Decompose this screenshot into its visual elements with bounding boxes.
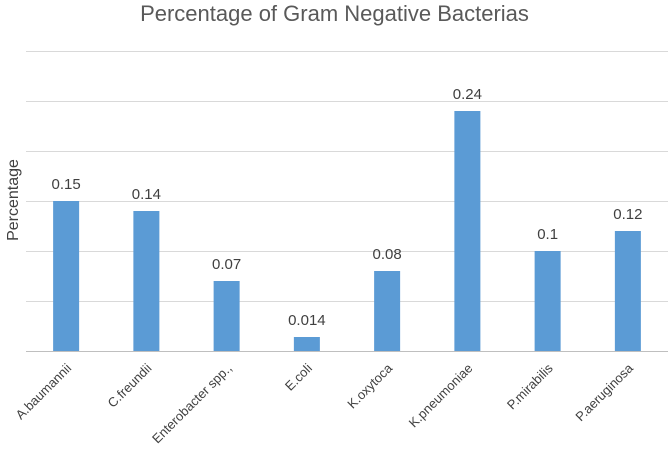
bar-1 <box>133 211 160 351</box>
data-label-5: 0.24 <box>453 86 482 103</box>
x-tick-label-2: Enterobacter spp., <box>149 361 235 447</box>
x-tick-label-1: C.freundii <box>105 360 155 410</box>
x-tick-label-7: P.aeruginosa <box>572 360 636 424</box>
x-tick-label-4: K.oxytoca <box>344 360 396 412</box>
x-tick-label-5: K.pneumoniae <box>406 361 476 431</box>
x-tick-label-3: E.coli <box>282 360 315 393</box>
bar-2 <box>213 281 240 351</box>
bar-5 <box>454 111 481 351</box>
bar-4 <box>374 271 401 351</box>
bar-7 <box>614 231 641 351</box>
data-label-4: 0.08 <box>373 246 402 263</box>
data-label-0: 0.15 <box>52 176 81 193</box>
bar-6 <box>534 251 561 351</box>
data-label-2: 0.07 <box>212 256 241 273</box>
data-label-3: 0.014 <box>288 312 326 329</box>
x-tick-label-6: P.mirabilis <box>504 360 556 412</box>
chart-title: Percentage of Gram Negative Bacterias <box>140 1 529 26</box>
bar-0 <box>53 201 80 351</box>
x-tick-label-0: A.baumannii <box>13 360 75 422</box>
bar-3 <box>293 337 320 351</box>
y-axis-title: Percentage <box>5 159 22 241</box>
data-label-7: 0.12 <box>613 206 642 223</box>
data-label-6: 0.1 <box>537 226 558 243</box>
data-label-1: 0.14 <box>132 186 161 203</box>
